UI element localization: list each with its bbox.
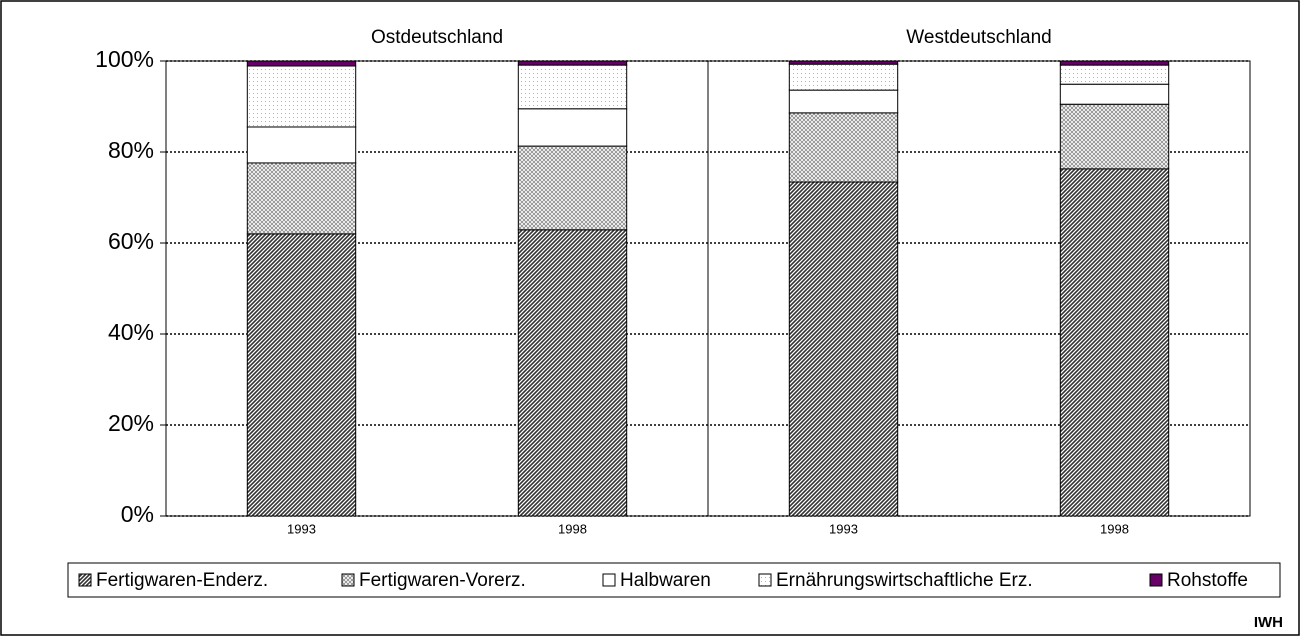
y-tick-label: 20% — [108, 410, 154, 436]
bar-segment — [1059, 83, 1170, 105]
bar-segment — [246, 162, 357, 235]
bar-segment — [517, 145, 628, 231]
bar-segment — [517, 64, 628, 110]
bar-segment — [517, 60, 628, 66]
legend-box — [67, 562, 1281, 598]
group-label: Ostdeutschland — [371, 27, 503, 48]
bar-segment — [788, 181, 899, 517]
bar-segment — [788, 63, 899, 91]
bar-segment — [1059, 168, 1170, 517]
bar-segment — [246, 233, 357, 517]
source: IWH — [1254, 614, 1283, 631]
legend-label: Halbwaren — [620, 570, 711, 591]
y-tick-label: 80% — [108, 137, 154, 163]
bar-segment — [1059, 64, 1170, 85]
y-tick-label: 60% — [108, 228, 154, 254]
bar-segment — [246, 65, 357, 128]
bar-segment — [788, 89, 899, 114]
bar-segment — [1059, 60, 1170, 66]
legend-swatch — [78, 573, 92, 587]
bar-segment — [246, 60, 357, 67]
legend-label: Fertigwaren-Vorerz. — [359, 570, 526, 591]
legend-swatch — [758, 573, 772, 587]
group-label: Westdeutschland — [906, 27, 1051, 48]
y-tick-label: 0% — [121, 501, 154, 527]
legend-swatch — [341, 573, 355, 587]
y-tick-label: 100% — [95, 46, 154, 72]
x-tick-label: 1993 — [829, 521, 858, 536]
bar-segment — [1059, 103, 1170, 170]
legend-label: Fertigwaren-Enderz. — [96, 570, 268, 591]
x-tick-label: 1993 — [287, 521, 316, 536]
bar-segment — [517, 108, 628, 147]
bar-segment — [246, 126, 357, 164]
bar-segment — [517, 229, 628, 517]
legend-label: Ernährungswirtschaftliche Erz. — [776, 570, 1033, 591]
bar-segment — [788, 112, 899, 183]
legend-label: Rohstoffe — [1167, 570, 1248, 591]
x-tick-label: 1998 — [558, 521, 587, 536]
plot-frame — [165, 60, 1251, 517]
legend-swatch — [602, 573, 616, 587]
y-tick-label: 40% — [108, 319, 154, 345]
x-tick-label: 1998 — [1100, 521, 1129, 536]
legend-swatch — [1149, 573, 1163, 587]
